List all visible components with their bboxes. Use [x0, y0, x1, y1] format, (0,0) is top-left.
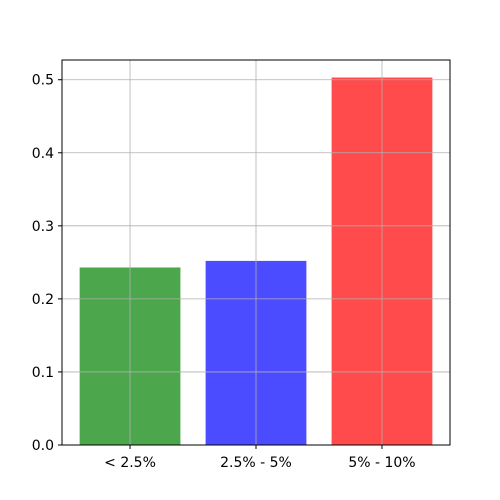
y-tick-label: 0.4	[32, 146, 54, 162]
y-tick-label: 0.1	[32, 365, 54, 381]
x-tick-label: < 2.5%	[104, 455, 156, 471]
y-tick-label: 0.0	[32, 438, 54, 454]
x-tick-label: 5% - 10%	[348, 455, 415, 471]
y-tick-label: 0.2	[32, 292, 54, 308]
tick-layer: 0.0 0.1 0.2 0.3 0.4 0.5 < 2.5% 2.5% - 5% 5% - 10…	[32, 73, 416, 471]
y-tick-label: 0.3	[32, 219, 54, 235]
y-tick-label: 0.5	[32, 73, 54, 89]
x-tick-label: 2.5% - 5%	[220, 455, 292, 471]
